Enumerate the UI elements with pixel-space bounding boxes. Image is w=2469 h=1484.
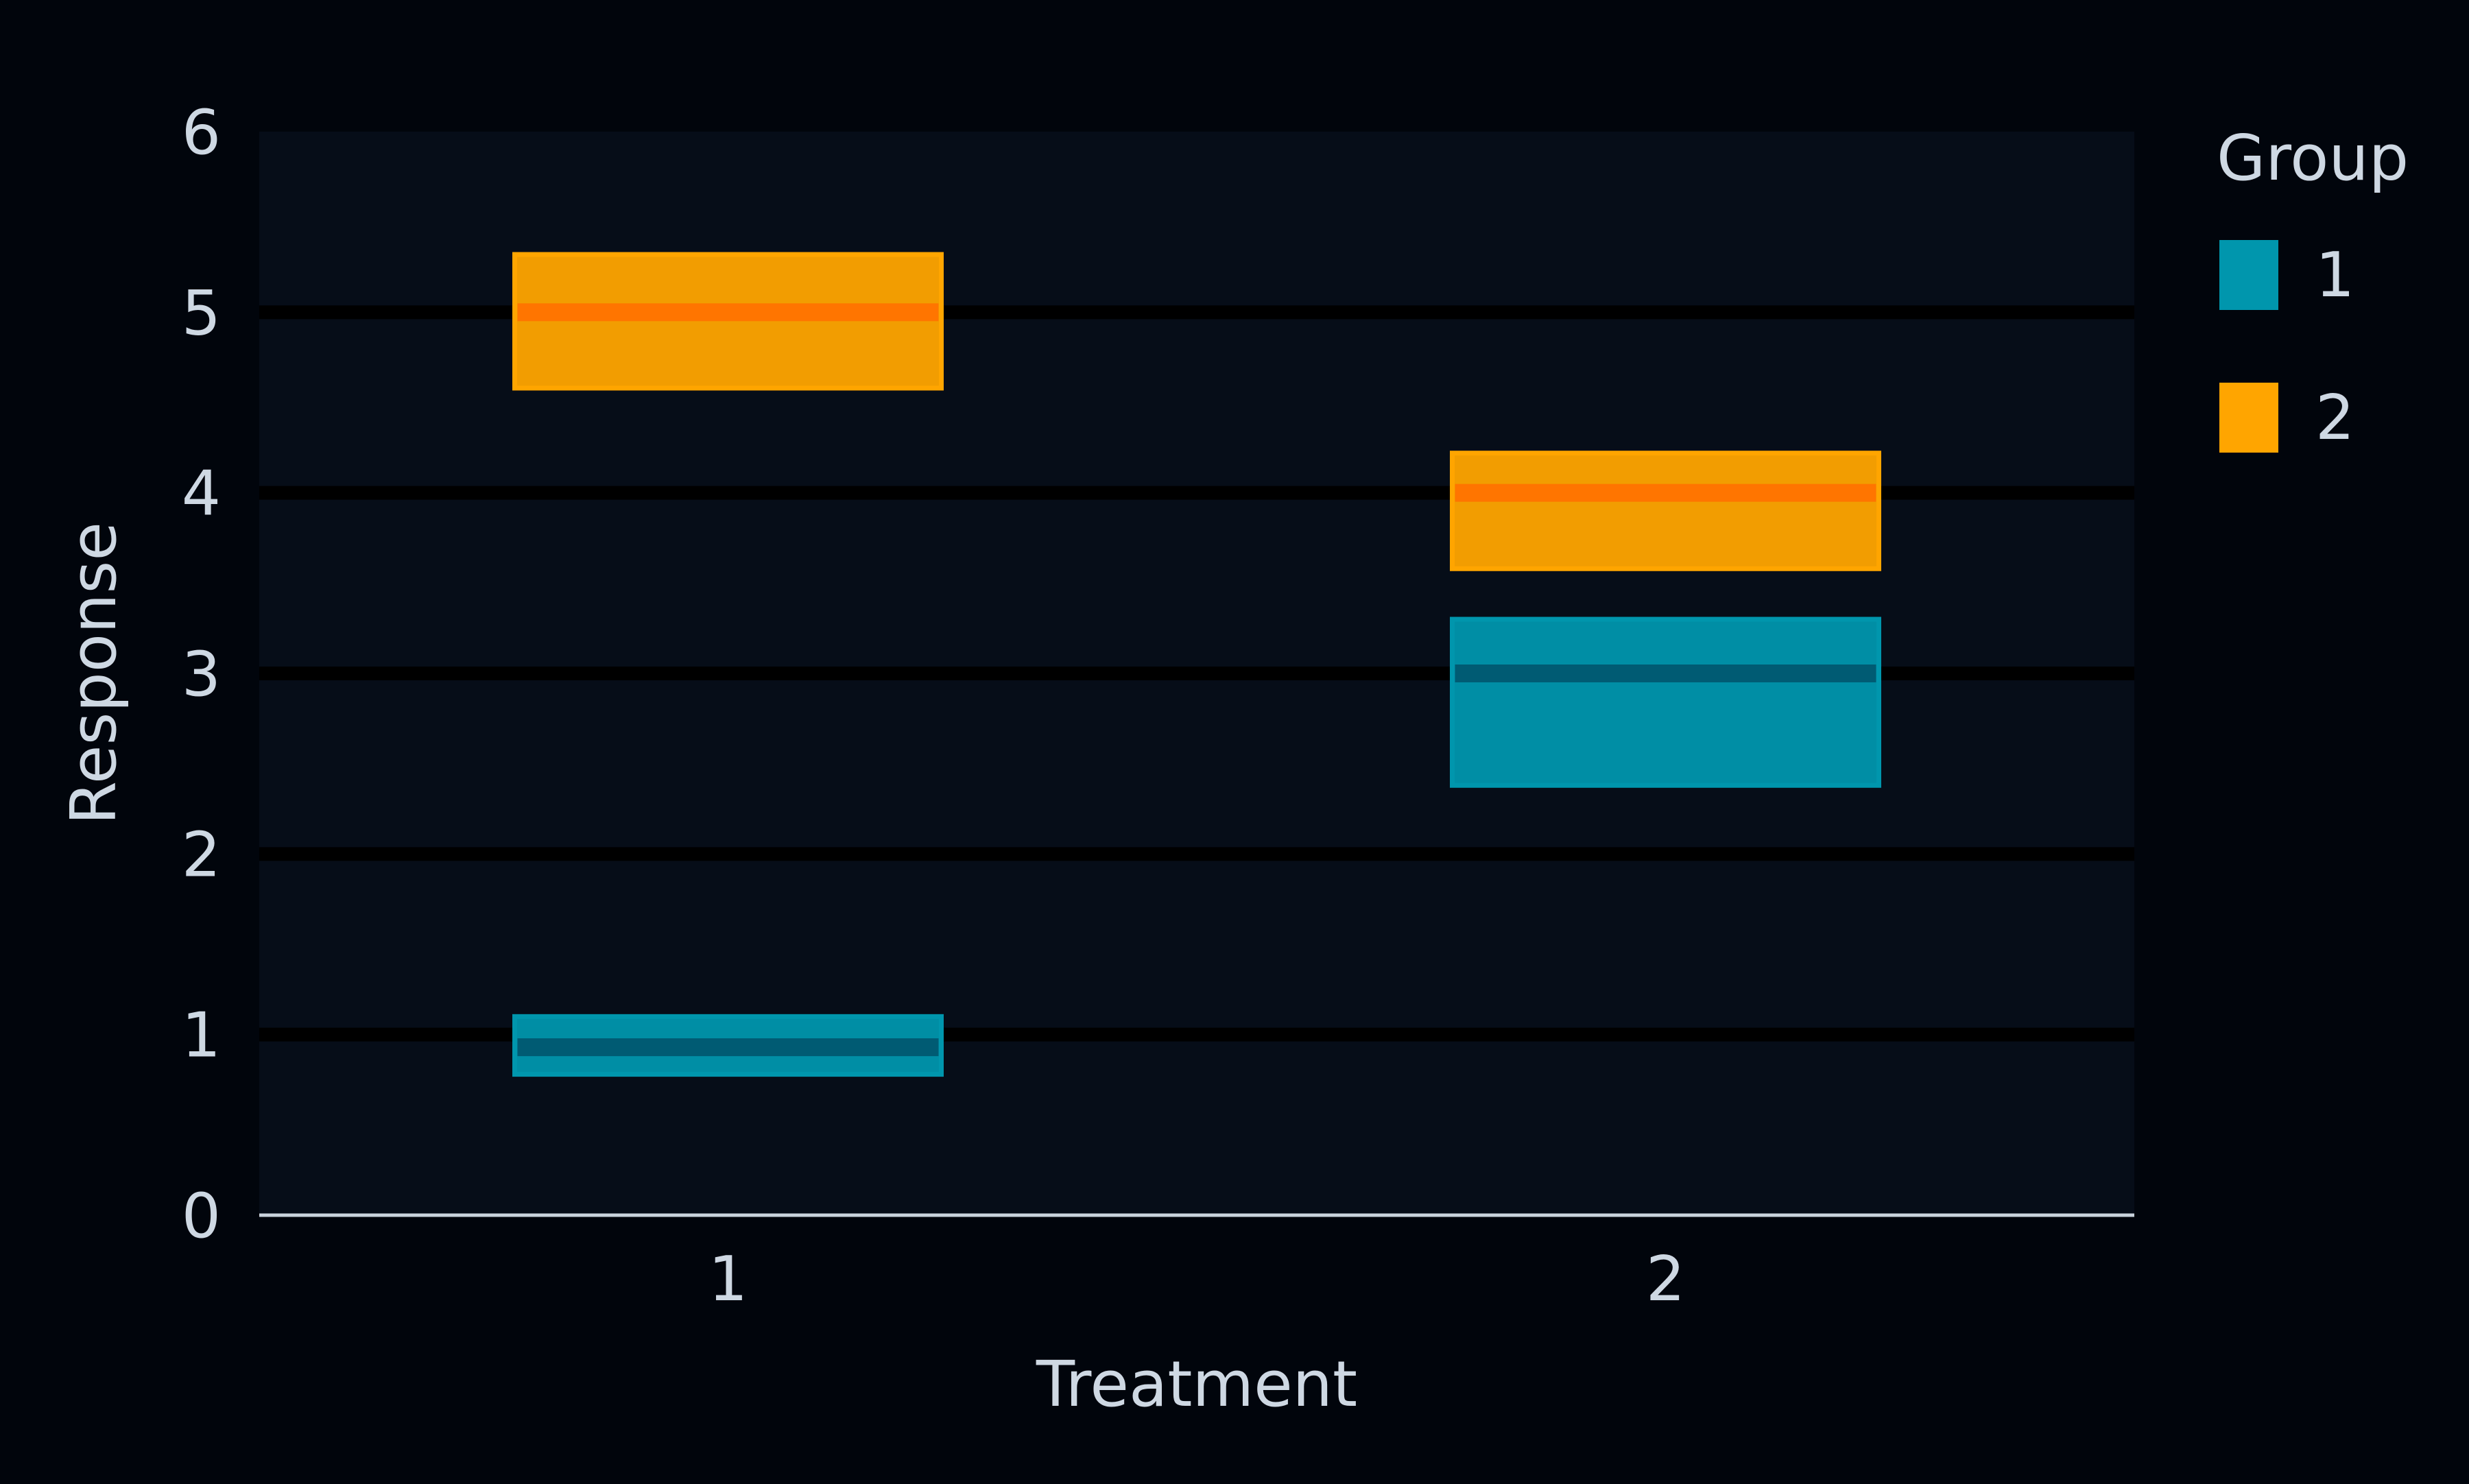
crossbar-box (512, 252, 944, 391)
legend-title: Group (2217, 121, 2409, 195)
y-tick-label: 0 (182, 1180, 221, 1252)
crossbar-group-2-treatment-2 (1450, 451, 1881, 571)
legend-label-2: 2 (2315, 382, 2354, 454)
crossbar-middle-line (1455, 665, 1876, 682)
crossbar-middle-line (517, 1038, 939, 1057)
y-tick-label: 5 (182, 277, 221, 349)
crossbar-group-1-treatment-1 (512, 1014, 944, 1077)
y-tick-label: 1 (182, 1000, 221, 1072)
legend: Group 1 2 (2217, 121, 2409, 454)
crossbar-box (1450, 617, 1881, 788)
y-axis-title: Response (57, 522, 130, 825)
legend-swatch-2 (2219, 383, 2278, 453)
y-tick-label: 6 (182, 97, 221, 169)
crossbar-box (1450, 451, 1881, 571)
crossbar-group-1-treatment-2 (1450, 617, 1881, 788)
y-tick-label: 2 (182, 819, 221, 891)
crossbar-middle-line (517, 303, 939, 322)
legend-swatch-1 (2219, 240, 2278, 310)
crossbars (512, 252, 1881, 1077)
x-axis-title: Treatment (1036, 1348, 1357, 1421)
x-tick-label: 1 (708, 1243, 748, 1315)
y-tick-label: 3 (182, 638, 221, 710)
crossbar-middle-line (1455, 483, 1876, 502)
legend-label-1: 1 (2315, 239, 2354, 311)
y-tick-label: 4 (182, 458, 221, 530)
x-tick-label: 2 (1646, 1243, 1685, 1315)
crossbar-group-2-treatment-1 (512, 252, 944, 391)
y-axis-ticks: 0 1 2 3 4 5 6 (182, 97, 221, 1252)
